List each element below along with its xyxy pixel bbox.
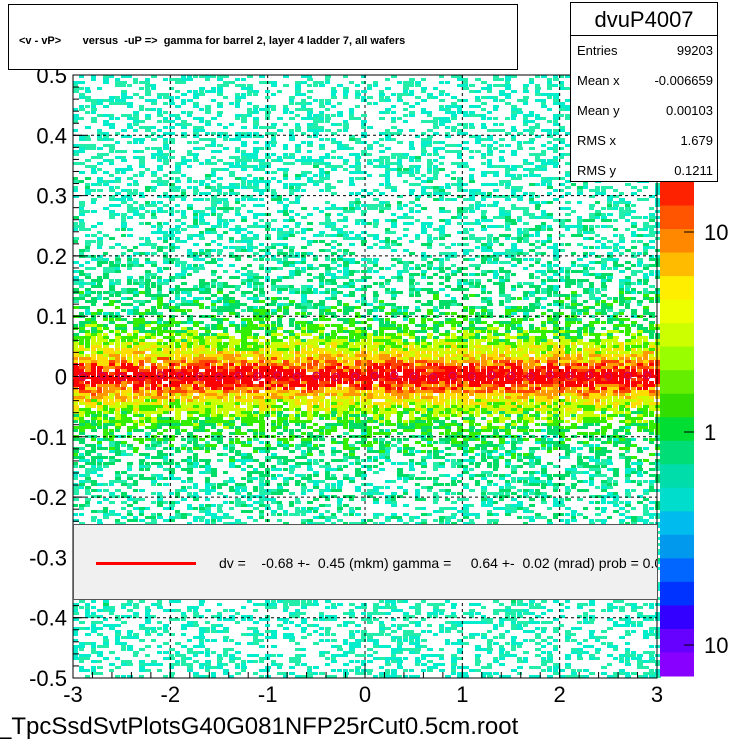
stats-label: RMS y — [577, 163, 616, 178]
fit-legend: dv = -0.68 +- 0.45 (mkm) gamma = 0.64 +-… — [73, 524, 658, 600]
profile-point — [370, 371, 379, 380]
y-tick-label: 0.3 — [36, 184, 67, 209]
profile-point — [448, 371, 457, 380]
stats-value: 99203 — [676, 43, 713, 58]
x-tick-label: 2 — [554, 682, 566, 707]
stats-value: 0.00103 — [666, 103, 713, 118]
fit-legend-line — [96, 562, 196, 565]
stats-histogram-name: dvuP4007 — [571, 3, 717, 36]
profile-point — [331, 373, 340, 382]
profile-point — [214, 373, 224, 382]
x-tick-label: 1 — [456, 682, 468, 707]
y-tick-label: 0.4 — [36, 123, 67, 148]
y-tick-label: 0 — [55, 365, 67, 390]
stats-label: RMS x — [577, 133, 616, 148]
y-tick-label: -0.4 — [29, 606, 67, 631]
color-scale-label: 1 — [704, 420, 716, 445]
profile-point — [487, 371, 496, 380]
profile-point — [565, 371, 574, 380]
profile-point — [390, 371, 399, 380]
y-tick-label: -0.5 — [29, 666, 67, 691]
profile-point — [312, 371, 321, 380]
profile-point — [526, 372, 535, 381]
y-tick-label: -0.3 — [29, 545, 67, 570]
color-scale-label: 10 — [704, 633, 728, 658]
file-name-footer: _TpcSsdSvtPlotsG40G081NFP25rCut0.5cm.roo… — [0, 713, 519, 740]
profile-point — [545, 370, 555, 379]
x-tick-label: -2 — [161, 682, 181, 707]
profile-point — [467, 372, 477, 381]
profile-point — [117, 373, 126, 382]
profile-point — [643, 371, 652, 380]
profile-point — [506, 371, 516, 380]
color-palette — [660, 182, 694, 677]
profile-point — [351, 372, 360, 381]
stats-label: Mean y — [577, 103, 620, 118]
y-tick-label: -0.2 — [29, 485, 67, 510]
profile-point — [98, 371, 107, 380]
stats-value: -0.006659 — [654, 73, 713, 88]
profile-point — [253, 372, 263, 381]
fit-line — [72, 374, 658, 380]
color-scale-label: 10 — [704, 220, 728, 245]
plot-title: <v - vP> versus -uP => gamma for barrel … — [19, 35, 406, 47]
profile-point — [292, 372, 301, 381]
stats-value: 1.679 — [680, 133, 713, 148]
profile-point — [273, 371, 282, 380]
title-box: <v - vP> versus -uP => gamma for barrel … — [8, 4, 518, 70]
profile-point — [604, 372, 613, 381]
profile-point — [156, 371, 165, 380]
profile-point — [175, 371, 185, 380]
fit-legend-text: dv = -0.68 +- 0.45 (mkm) gamma = 0.64 +-… — [219, 555, 658, 571]
profile-point — [234, 371, 243, 380]
x-tick-label: 0 — [359, 682, 371, 707]
stats-box: dvuP4007 Entries 99203 Mean x -0.006659 … — [570, 2, 718, 182]
profile-point — [409, 372, 418, 381]
stats-label: Entries — [577, 43, 618, 58]
y-tick-label: 0.1 — [36, 304, 67, 329]
stats-value: 0.1211 — [674, 163, 713, 178]
profile-point — [584, 371, 593, 380]
x-tick-label: 3 — [651, 682, 663, 707]
profile-point — [429, 373, 438, 382]
y-tick-label: -0.1 — [29, 425, 67, 450]
profile-point — [78, 372, 87, 381]
y-tick-label: 0.2 — [36, 244, 67, 269]
x-tick-label: -3 — [63, 682, 83, 707]
profile-point — [195, 372, 204, 381]
profile-point — [137, 372, 146, 381]
x-tick-label: -1 — [258, 682, 278, 707]
profile-point — [623, 371, 632, 380]
stats-label: Mean x — [577, 73, 620, 88]
